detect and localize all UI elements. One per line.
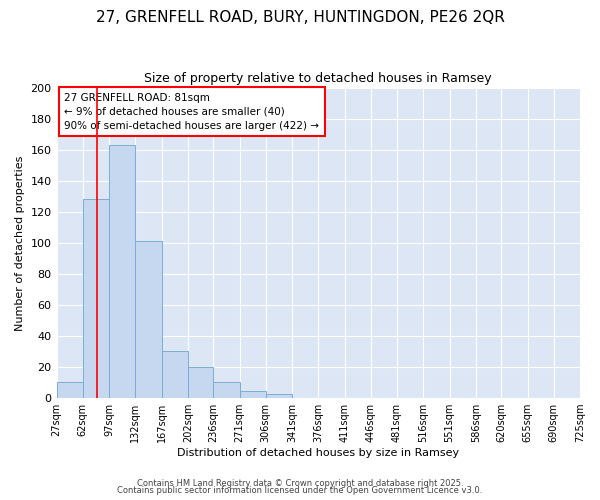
- Bar: [109, 146, 135, 398]
- X-axis label: Distribution of detached houses by size in Ramsey: Distribution of detached houses by size …: [177, 448, 460, 458]
- Y-axis label: Number of detached properties: Number of detached properties: [15, 155, 25, 330]
- Bar: [135, 242, 161, 398]
- Text: Contains HM Land Registry data © Crown copyright and database right 2025.: Contains HM Land Registry data © Crown c…: [137, 478, 463, 488]
- Bar: [266, 394, 292, 398]
- Text: Contains public sector information licensed under the Open Government Licence v3: Contains public sector information licen…: [118, 486, 482, 495]
- Text: 27 GRENFELL ROAD: 81sqm
← 9% of detached houses are smaller (40)
90% of semi-det: 27 GRENFELL ROAD: 81sqm ← 9% of detached…: [64, 92, 319, 130]
- Bar: [56, 382, 83, 398]
- Bar: [161, 351, 188, 398]
- Bar: [188, 366, 213, 398]
- Bar: [239, 392, 266, 398]
- Title: Size of property relative to detached houses in Ramsey: Size of property relative to detached ho…: [145, 72, 492, 86]
- Bar: [213, 382, 239, 398]
- Text: 27, GRENFELL ROAD, BURY, HUNTINGDON, PE26 2QR: 27, GRENFELL ROAD, BURY, HUNTINGDON, PE2…: [95, 10, 505, 25]
- Bar: [83, 200, 109, 398]
